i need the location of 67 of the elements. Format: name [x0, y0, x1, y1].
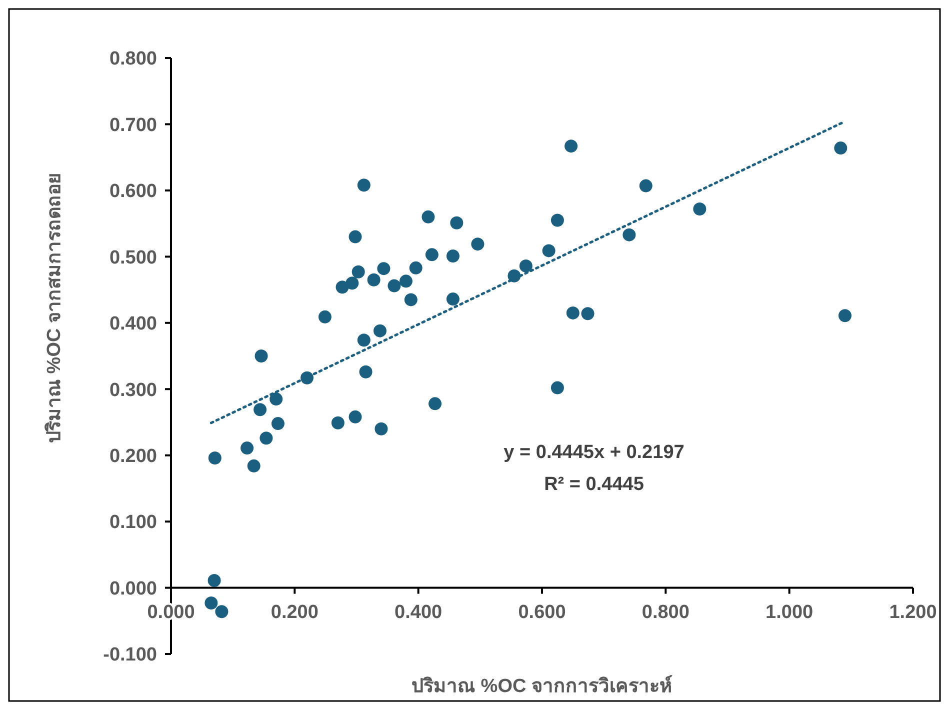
- point: [409, 261, 422, 274]
- point: [404, 293, 418, 306]
- point: [373, 324, 386, 338]
- point: [357, 178, 370, 192]
- point: [581, 307, 594, 320]
- point: [622, 228, 636, 242]
- point: [346, 276, 359, 290]
- point: [348, 410, 362, 424]
- point: [208, 574, 221, 587]
- point: [377, 262, 390, 276]
- point: [215, 605, 228, 618]
- point: [446, 250, 460, 263]
- y-tick-label: 0.200: [109, 446, 157, 467]
- point: [348, 230, 362, 244]
- point: [422, 210, 435, 224]
- point: [399, 274, 412, 288]
- point: [542, 244, 556, 258]
- point: [359, 365, 372, 378]
- point: [271, 417, 284, 430]
- point: [318, 310, 332, 324]
- point: [550, 381, 564, 394]
- x-tick-label: 0.600: [518, 602, 566, 623]
- point: [639, 179, 652, 192]
- point: [331, 416, 344, 430]
- annotation: y = 0.4445x + 0.2197: [504, 442, 684, 463]
- point: [564, 140, 578, 153]
- point: [446, 292, 460, 306]
- point: [428, 397, 442, 410]
- point: [254, 403, 267, 416]
- point: [450, 216, 464, 230]
- point: [270, 392, 283, 406]
- point: [471, 238, 484, 251]
- point: [247, 459, 260, 472]
- y-tick-label: 0.000: [109, 578, 157, 600]
- point: [208, 451, 222, 464]
- point: [204, 596, 218, 610]
- x-tick-label: 0.200: [270, 602, 318, 623]
- y-tick-label: 0.600: [109, 181, 157, 202]
- point: [374, 422, 388, 436]
- x-tick-label: 0.400: [394, 602, 442, 623]
- y-tick-label: 0.100: [109, 512, 157, 534]
- point: [425, 248, 438, 262]
- point: [352, 265, 365, 278]
- point: [550, 214, 564, 227]
- y-tick-label: 0.800: [109, 48, 157, 70]
- y-axis-title: ปริมาณ %OC จากสมการถดถอย: [44, 173, 65, 443]
- y-tick-label: 0.700: [109, 114, 157, 136]
- y-tick-label: 0.300: [109, 380, 157, 401]
- x-tick-label: 0.800: [642, 602, 690, 623]
- x-tick-label: 1.200: [889, 602, 937, 623]
- point: [693, 202, 706, 216]
- y-tick-label: -0.100: [103, 644, 157, 666]
- point: [367, 273, 380, 286]
- y-tick-label: 0.400: [109, 314, 157, 335]
- point: [357, 334, 370, 347]
- annotation: R² = 0.4445: [544, 474, 644, 495]
- point: [519, 259, 532, 272]
- point: [838, 309, 852, 322]
- point: [834, 142, 848, 155]
- x-axis-title: ปริมาณ %OC จากการวิเคราะห์: [412, 675, 672, 697]
- point: [388, 279, 401, 292]
- point: [240, 442, 254, 455]
- point: [260, 432, 273, 445]
- x-tick-label: 1.000: [766, 602, 814, 623]
- y-tick-label: 0.500: [109, 247, 157, 268]
- point: [254, 350, 268, 362]
- point: [566, 306, 580, 320]
